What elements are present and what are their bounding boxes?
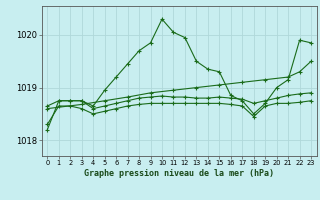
X-axis label: Graphe pression niveau de la mer (hPa): Graphe pression niveau de la mer (hPa) [84,169,274,178]
